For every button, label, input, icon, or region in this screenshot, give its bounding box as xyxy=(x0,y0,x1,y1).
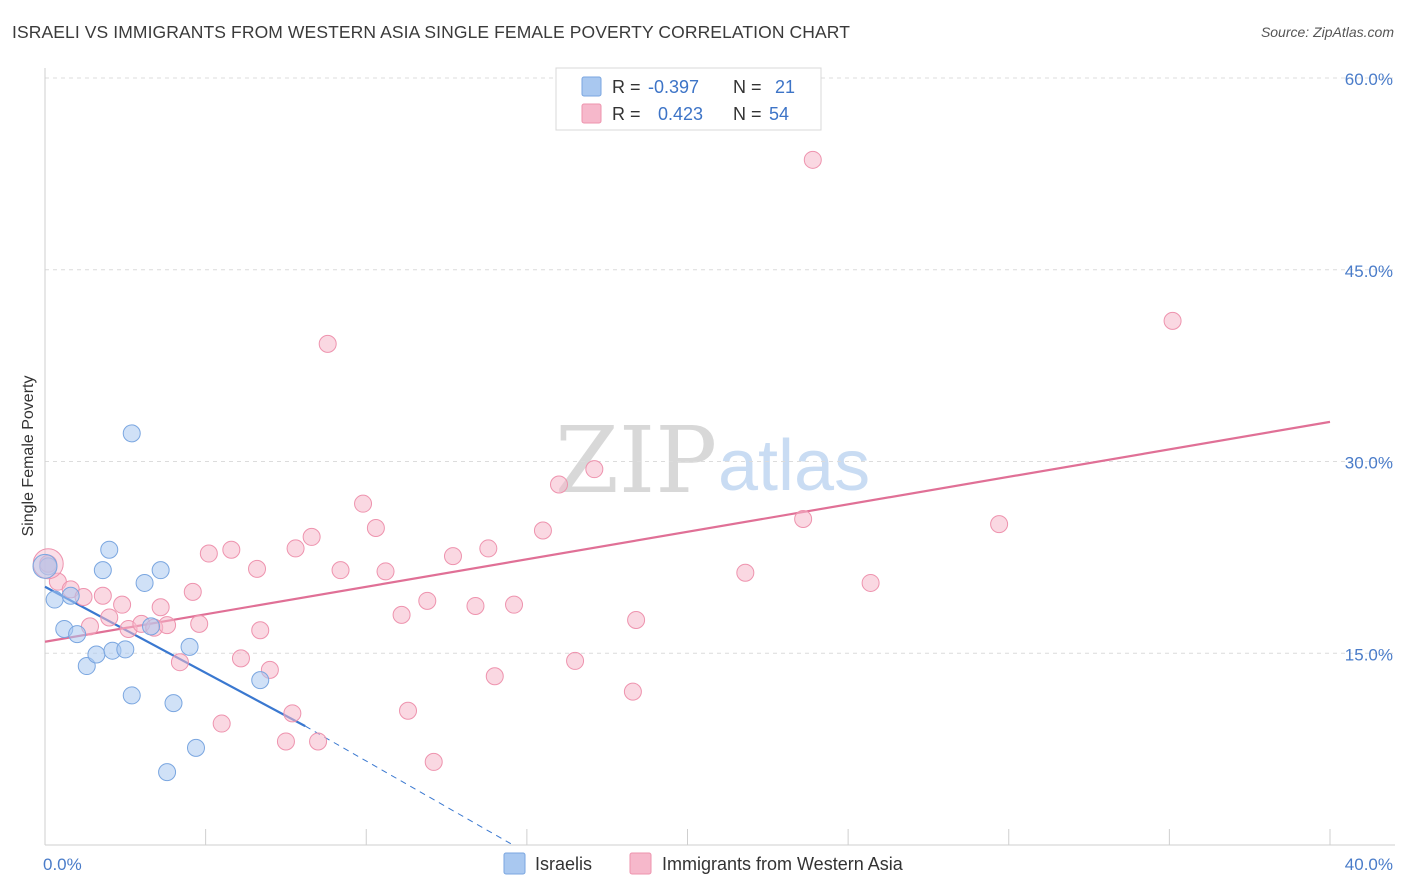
point-immigrants xyxy=(309,732,328,751)
point-immigrants xyxy=(479,539,498,558)
point-israelis xyxy=(122,686,141,705)
point-immigrants xyxy=(276,732,295,751)
point-immigrants xyxy=(231,649,250,668)
legend-r-value: 0.423 xyxy=(658,104,703,124)
gridlines xyxy=(45,77,1395,654)
point-immigrants xyxy=(248,559,267,578)
point-immigrants xyxy=(183,582,202,601)
point-immigrants xyxy=(1163,311,1182,330)
point-israelis xyxy=(77,657,96,676)
legend-n-value: 54 xyxy=(769,104,789,124)
watermark-atlas: atlas xyxy=(718,426,870,506)
legend-top: R = -0.397 N = 21 R = 0.423 N = 54 xyxy=(555,67,822,131)
point-immigrants xyxy=(585,460,604,479)
point-immigrants xyxy=(392,605,411,624)
point-immigrants xyxy=(990,515,1009,534)
legend-label-immigrants: Immigrants from Western Asia xyxy=(662,854,904,874)
y-tick-label: 45.0% xyxy=(1345,262,1393,281)
point-immigrants xyxy=(803,150,822,169)
legend-r-label: R = xyxy=(612,104,641,124)
y-axis-label: Single Female Poverty xyxy=(20,376,37,537)
point-immigrants xyxy=(113,595,132,614)
point-israelis xyxy=(61,586,80,605)
point-immigrants xyxy=(366,518,385,537)
point-israelis xyxy=(45,590,64,609)
point-immigrants xyxy=(170,653,189,672)
point-immigrants xyxy=(424,752,443,771)
point-immigrants xyxy=(566,651,585,670)
point-immigrants xyxy=(212,714,231,733)
point-immigrants xyxy=(318,334,337,353)
legend-n-label: N = xyxy=(733,77,762,97)
point-israelis xyxy=(122,424,141,443)
point-israelis xyxy=(158,763,177,782)
point-immigrants xyxy=(331,561,350,580)
legend-n-value: 21 xyxy=(775,77,795,97)
point-israelis xyxy=(68,625,87,644)
trend-line-immigrants xyxy=(44,420,1331,643)
point-israelis xyxy=(93,561,112,580)
y-tick-label: 30.0% xyxy=(1345,454,1393,473)
point-israelis xyxy=(116,640,135,659)
y-tick-label: 60.0% xyxy=(1345,70,1393,89)
point-immigrants xyxy=(736,563,755,582)
point-immigrants xyxy=(251,621,270,640)
point-immigrants xyxy=(505,595,524,614)
point-israelis xyxy=(151,561,170,580)
trend-line-israelis-extension xyxy=(304,725,512,845)
point-israelis xyxy=(87,645,106,664)
point-immigrants xyxy=(93,586,112,605)
watermark-zip: ZIP xyxy=(555,407,717,514)
legend-n-label: N = xyxy=(733,104,762,124)
data-points xyxy=(32,150,1182,782)
point-immigrants xyxy=(222,540,241,559)
point-immigrants xyxy=(100,608,119,627)
source-credit: Source: ZipAtlas.com xyxy=(1260,24,1394,40)
point-israelis xyxy=(180,637,199,656)
point-israelis xyxy=(142,617,161,636)
point-immigrants xyxy=(302,527,321,546)
point-immigrants xyxy=(466,596,485,615)
point-israelis xyxy=(186,738,205,757)
y-tick-label: 15.0% xyxy=(1345,645,1393,664)
x-tick-label: 0.0% xyxy=(43,855,82,874)
point-israelis xyxy=(100,540,119,559)
point-immigrants xyxy=(199,544,218,563)
legend-swatch-israelis xyxy=(503,852,526,875)
point-immigrants xyxy=(533,521,552,540)
point-immigrants xyxy=(283,704,302,723)
point-immigrants xyxy=(286,539,305,558)
legend-label-israelis: Israelis xyxy=(535,854,592,874)
legend-r-label: R = xyxy=(612,77,641,97)
point-immigrants xyxy=(443,547,462,566)
legend-r-value: -0.397 xyxy=(648,77,699,97)
legend-swatch-blue xyxy=(581,76,602,97)
legend-swatch-immigrants xyxy=(629,852,652,875)
x-tick-label: 40.0% xyxy=(1345,855,1393,874)
legend-bottom: Israelis Immigrants from Western Asia xyxy=(503,852,904,875)
axes: 15.0% 30.0% 45.0% 60.0% 0.0% 40.0% xyxy=(43,68,1395,874)
point-immigrants xyxy=(418,591,437,610)
point-israelis xyxy=(164,694,183,713)
point-israelis xyxy=(251,671,270,690)
point-israelis-large xyxy=(32,553,58,579)
point-immigrants xyxy=(354,494,373,513)
point-immigrants xyxy=(623,682,642,701)
point-immigrants xyxy=(151,598,170,617)
point-israelis xyxy=(135,573,154,592)
point-immigrants xyxy=(158,616,177,635)
chart-title: ISRAELI VS IMMIGRANTS FROM WESTERN ASIA … xyxy=(12,22,851,42)
point-immigrants xyxy=(485,667,504,686)
point-immigrants xyxy=(376,562,395,581)
point-immigrants xyxy=(861,573,880,592)
point-immigrants xyxy=(550,475,568,494)
legend-swatch-pink xyxy=(581,103,602,124)
point-immigrants xyxy=(794,510,813,529)
point-immigrants xyxy=(399,701,418,720)
point-immigrants xyxy=(627,611,646,630)
point-immigrants xyxy=(190,614,209,633)
